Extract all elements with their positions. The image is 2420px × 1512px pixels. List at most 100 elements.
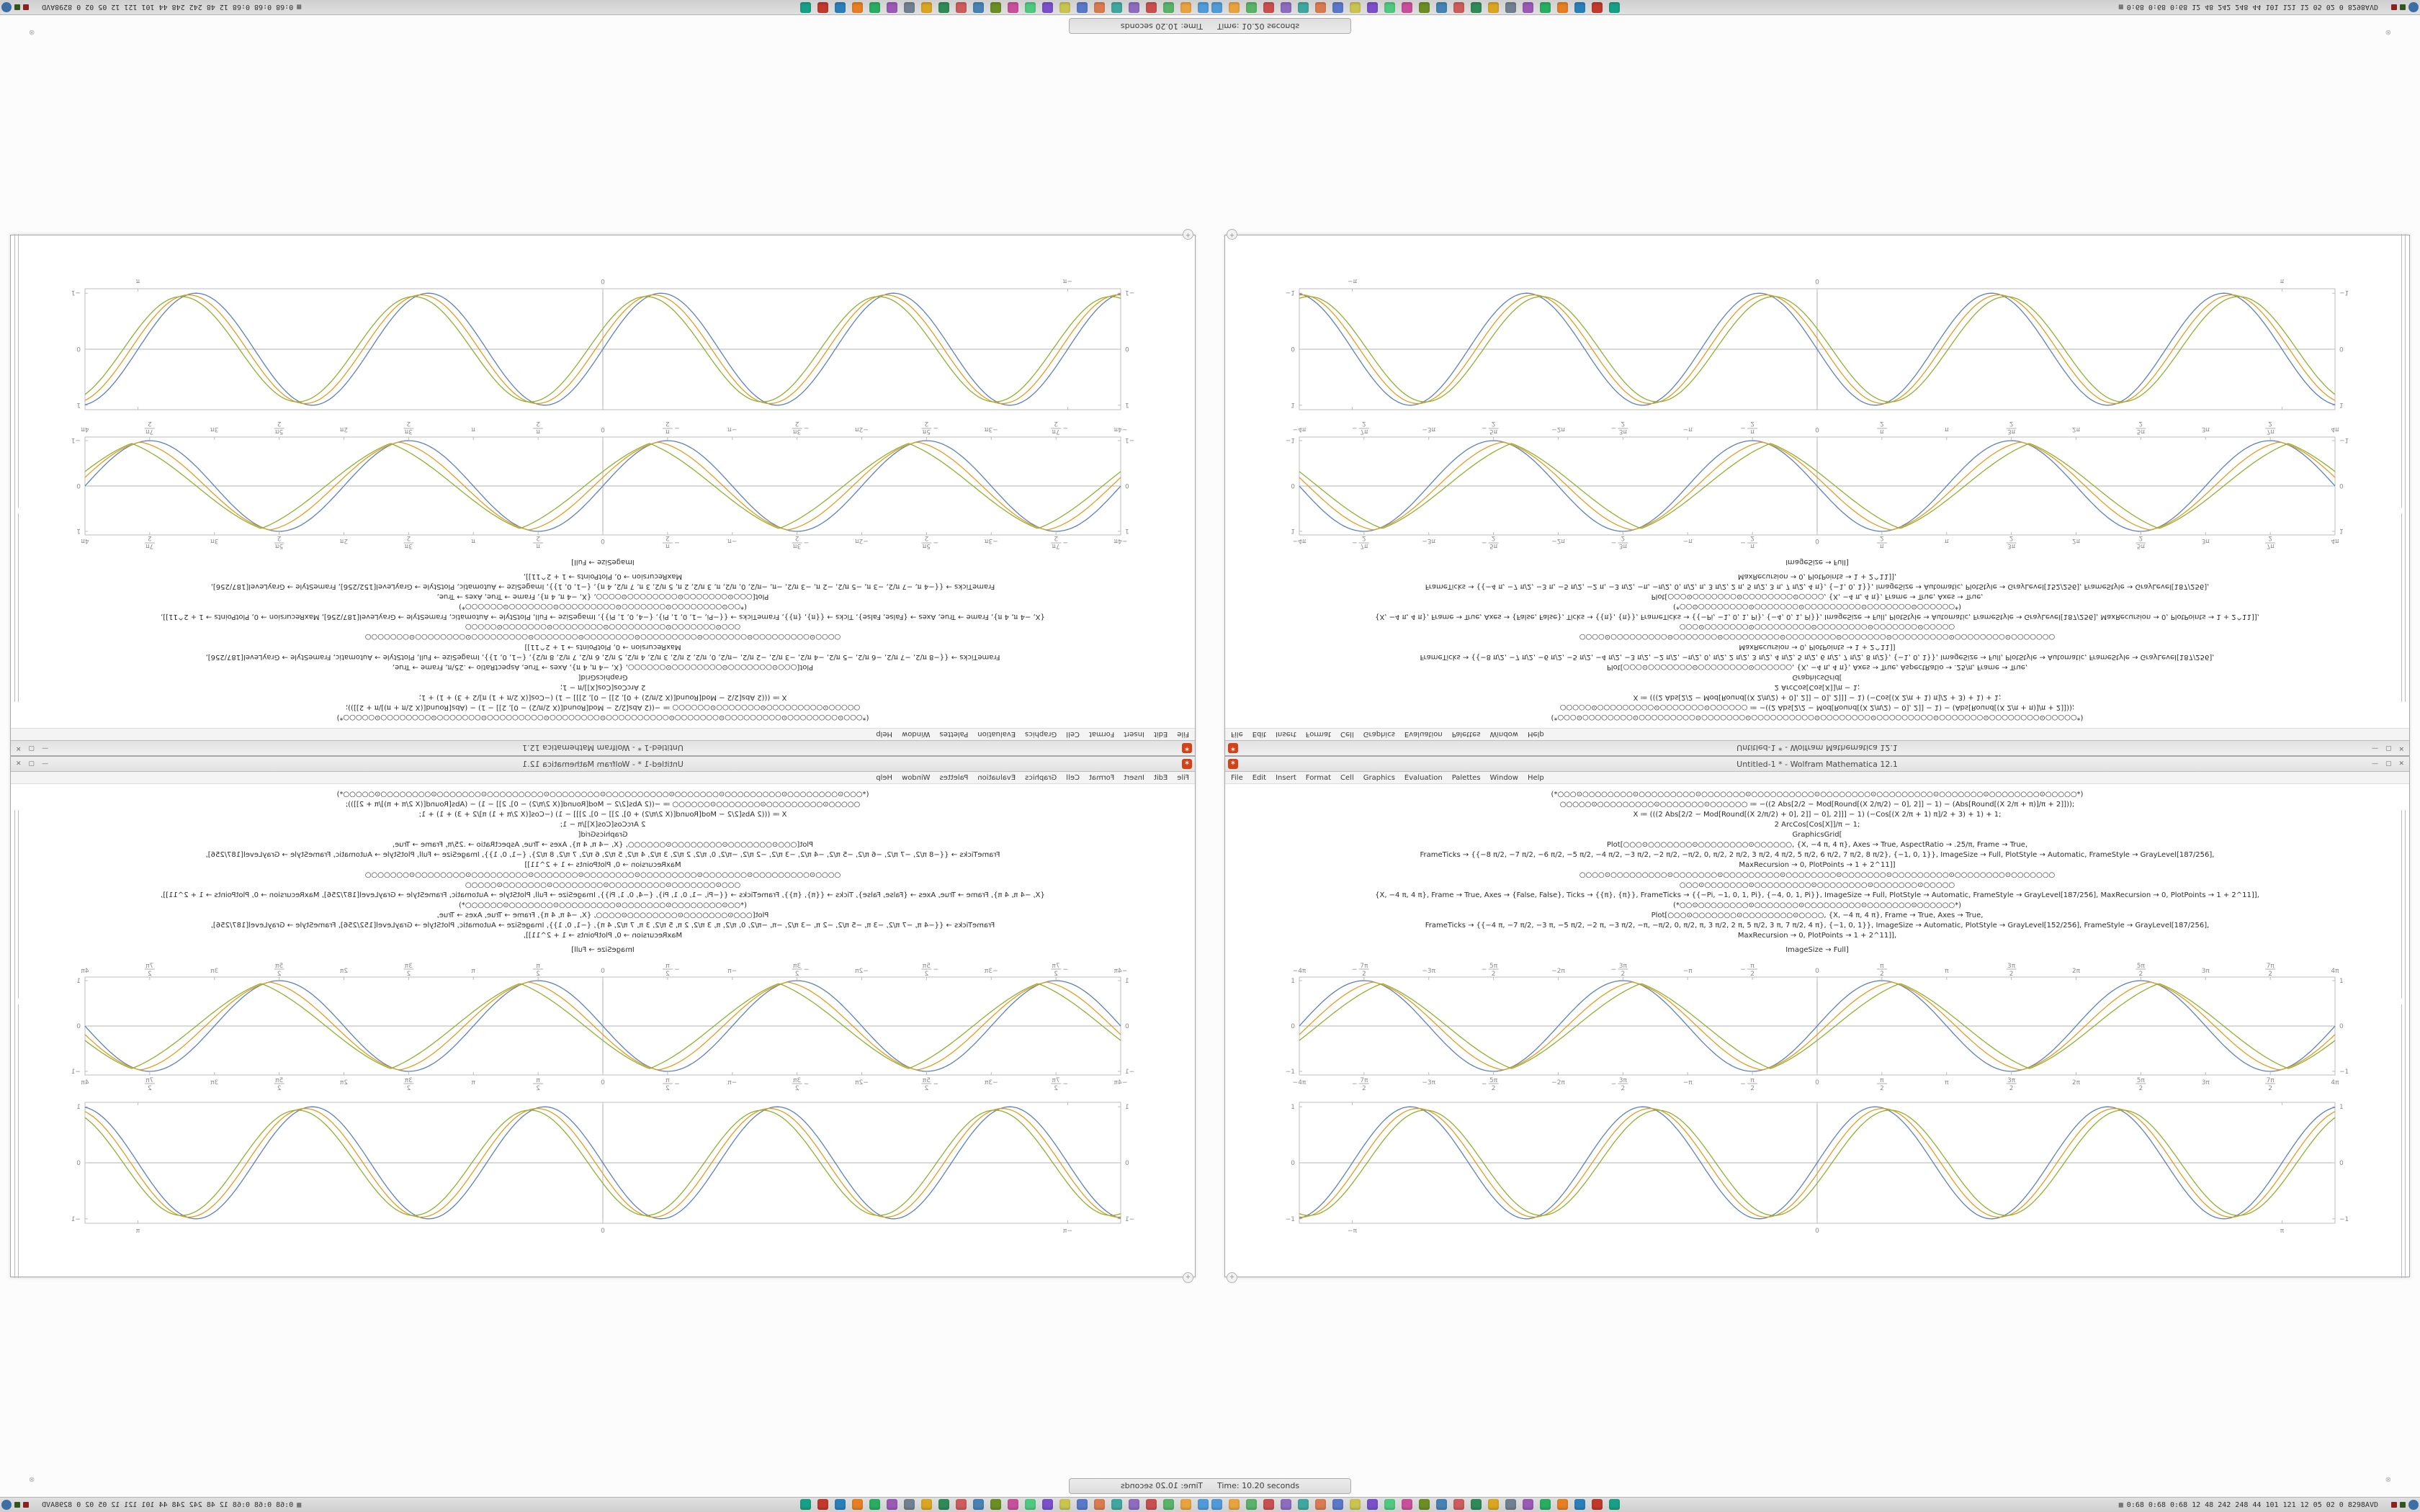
menu-window[interactable]: Window bbox=[902, 730, 931, 739]
close-button[interactable]: ✕ bbox=[16, 744, 22, 752]
taskbar-indicator-2[interactable] bbox=[2400, 4, 2406, 10]
taskbar-app-icon-18[interactable] bbox=[904, 1499, 915, 1510]
taskbar-app-icon-15[interactable] bbox=[956, 1499, 967, 1510]
maximize-button[interactable]: ▢ bbox=[2385, 744, 2392, 752]
taskbar-app-icon-7[interactable] bbox=[1315, 1499, 1326, 1510]
taskbar-app-icon-16[interactable] bbox=[938, 2, 949, 13]
maximize-button[interactable]: ▢ bbox=[28, 744, 35, 752]
notebook-content[interactable]: (*○○○⊙○○○○○○○○⊙○○○○○○○○○⊙○○○○○○○⊙○○○○○○○… bbox=[11, 234, 1195, 728]
window-corner-button[interactable]: + bbox=[1183, 1272, 1193, 1283]
menu-file[interactable]: File bbox=[1231, 730, 1243, 739]
menu-edit[interactable]: Edit bbox=[1252, 773, 1267, 782]
taskbar-app-icon-6[interactable] bbox=[1298, 1499, 1309, 1510]
taskbar-app-icon-6[interactable] bbox=[1111, 1499, 1122, 1510]
menu-graphics[interactable]: Graphics bbox=[1025, 730, 1057, 739]
cell-bracket-outer[interactable] bbox=[2405, 234, 2406, 702]
menu-insert[interactable]: Insert bbox=[1124, 730, 1144, 739]
window-corner-button[interactable]: + bbox=[1227, 1272, 1237, 1283]
taskbar-indicator-2[interactable] bbox=[14, 4, 20, 10]
taskbar-app-icon-12[interactable] bbox=[1008, 1499, 1018, 1510]
taskbar-app-icon-15[interactable] bbox=[1453, 2, 1464, 13]
taskbar-app-icon-17[interactable] bbox=[1488, 1499, 1499, 1510]
close-button[interactable]: ✕ bbox=[16, 760, 22, 768]
menu-cell[interactable]: Cell bbox=[1340, 730, 1354, 739]
taskbar-app-icon-13[interactable] bbox=[990, 2, 1001, 13]
taskbar-app-icon-2[interactable] bbox=[1180, 2, 1191, 13]
taskbar-app-icon-17[interactable] bbox=[921, 1499, 932, 1510]
taskbar-app-icon-15[interactable] bbox=[1453, 1499, 1464, 1510]
taskbar-app-icon-22[interactable] bbox=[835, 1499, 846, 1510]
taskbar-app-icon-8[interactable] bbox=[1077, 1499, 1088, 1510]
menu-window[interactable]: Window bbox=[1489, 773, 1518, 782]
taskbar-app-icon-23[interactable] bbox=[1592, 2, 1603, 13]
menu-edit[interactable]: Edit bbox=[1153, 773, 1168, 782]
taskbar-app-icon-3[interactable] bbox=[1246, 2, 1257, 13]
taskbar-app-icon-17[interactable] bbox=[921, 2, 932, 13]
taskbar-app-icon-12[interactable] bbox=[1402, 1499, 1412, 1510]
taskbar-app-icon-21[interactable] bbox=[1557, 1499, 1568, 1510]
taskbar-app-icon-10[interactable] bbox=[1042, 1499, 1053, 1510]
menu-format[interactable]: Format bbox=[1088, 730, 1115, 739]
taskbar-start-icon[interactable] bbox=[2408, 1500, 2419, 1510]
taskbar-app-icon-24[interactable] bbox=[1609, 2, 1620, 13]
taskbar-app-icon-11[interactable] bbox=[1384, 2, 1395, 13]
menu-evaluation[interactable]: Evaluation bbox=[977, 773, 1016, 782]
window-corner-button[interactable]: + bbox=[1183, 229, 1193, 240]
taskbar-start-icon[interactable] bbox=[2408, 2, 2419, 12]
taskbar-app-icon-20[interactable] bbox=[869, 1499, 880, 1510]
taskbar-app-icon-13[interactable] bbox=[990, 1499, 1001, 1510]
menu-help[interactable]: Help bbox=[1527, 773, 1544, 782]
menu-help[interactable]: Help bbox=[876, 730, 893, 739]
menu-help[interactable]: Help bbox=[1527, 730, 1544, 739]
notebook-content[interactable]: (*○○○⊙○○○○○○○○⊙○○○○○○○○○⊙○○○○○○○⊙○○○○○○○… bbox=[1225, 234, 2409, 728]
menu-file[interactable]: File bbox=[1231, 773, 1243, 782]
taskbar-app-icon-4[interactable] bbox=[1263, 2, 1274, 13]
taskbar-app-icon-11[interactable] bbox=[1025, 2, 1036, 13]
input-cell[interactable]: (*○○○⊙○○○○○○○○⊙○○○○○○○○○⊙○○○○○○○⊙○○○○○○○… bbox=[63, 790, 1143, 955]
taskbar-app-icon-9[interactable] bbox=[1350, 2, 1361, 13]
taskbar-app-icon-4[interactable] bbox=[1263, 1499, 1274, 1510]
menu-cell[interactable]: Cell bbox=[1066, 730, 1080, 739]
taskbar-app-icon-19[interactable] bbox=[1523, 1499, 1533, 1510]
menu-palettes[interactable]: Palettes bbox=[1451, 730, 1481, 739]
taskbar-app-icon-13[interactable] bbox=[1419, 1499, 1430, 1510]
taskbar-app-icon-8[interactable] bbox=[1332, 2, 1343, 13]
input-cell[interactable]: (*○○○⊙○○○○○○○○⊙○○○○○○○○○⊙○○○○○○○⊙○○○○○○○… bbox=[1277, 557, 2357, 722]
taskbar-app-icon-24[interactable] bbox=[800, 1499, 811, 1510]
time-window-titlebar[interactable]: Time: 10.20 seconds bbox=[1069, 1478, 1210, 1494]
taskbar-indicator-1[interactable] bbox=[2391, 1502, 2397, 1508]
taskbar-app-icon-14[interactable] bbox=[973, 1499, 984, 1510]
menu-file[interactable]: File bbox=[1177, 730, 1189, 739]
menu-graphics[interactable]: Graphics bbox=[1025, 773, 1057, 782]
taskbar-app-icon-15[interactable] bbox=[956, 2, 967, 13]
taskbar-app-icon-20[interactable] bbox=[1540, 2, 1551, 13]
taskbar-app-icon-5[interactable] bbox=[1129, 1499, 1139, 1510]
menu-evaluation[interactable]: Evaluation bbox=[977, 730, 1016, 739]
time-window-titlebar[interactable]: Time: 10.20 seconds bbox=[1210, 1478, 1351, 1494]
menu-format[interactable]: Format bbox=[1305, 730, 1332, 739]
cell-bracket-output[interactable] bbox=[18, 234, 19, 508]
corner-close-widget[interactable]: ⊗ bbox=[2385, 1476, 2391, 1484]
taskbar-app-icon-4[interactable] bbox=[1146, 1499, 1157, 1510]
cell-bracket-output[interactable] bbox=[2401, 1004, 2402, 1278]
taskbar-app-icon-16[interactable] bbox=[1471, 1499, 1482, 1510]
taskbar-app-icon-19[interactable] bbox=[887, 2, 897, 13]
menu-format[interactable]: Format bbox=[1305, 773, 1332, 782]
cell-bracket-output[interactable] bbox=[18, 1004, 19, 1278]
menu-cell[interactable]: Cell bbox=[1340, 773, 1354, 782]
taskbar-indicator-1[interactable] bbox=[23, 4, 29, 10]
window-titlebar[interactable]: ✶ Untitled-1 * - Wolfram Mathematica 12.… bbox=[11, 740, 1195, 755]
taskbar-app-icon-24[interactable] bbox=[800, 2, 811, 13]
cell-bracket-output[interactable] bbox=[2401, 234, 2402, 508]
menu-insert[interactable]: Insert bbox=[1276, 773, 1296, 782]
taskbar-app-icon-1[interactable] bbox=[1211, 2, 1222, 13]
taskbar-app-icon-11[interactable] bbox=[1025, 1499, 1036, 1510]
taskbar-app-icon-18[interactable] bbox=[1505, 1499, 1516, 1510]
cell-bracket-input[interactable] bbox=[18, 810, 19, 999]
corner-close-widget[interactable]: ⊗ bbox=[2385, 28, 2391, 36]
window-titlebar[interactable]: ✶ Untitled-1 * - Wolfram Mathematica 12.… bbox=[1225, 757, 2409, 772]
taskbar-app-icon-9[interactable] bbox=[1059, 1499, 1070, 1510]
window-titlebar[interactable]: ✶ Untitled-1 * - Wolfram Mathematica 12.… bbox=[1225, 740, 2409, 755]
taskbar-app-icon-3[interactable] bbox=[1163, 1499, 1174, 1510]
taskbar-app-icon-18[interactable] bbox=[1505, 2, 1516, 13]
